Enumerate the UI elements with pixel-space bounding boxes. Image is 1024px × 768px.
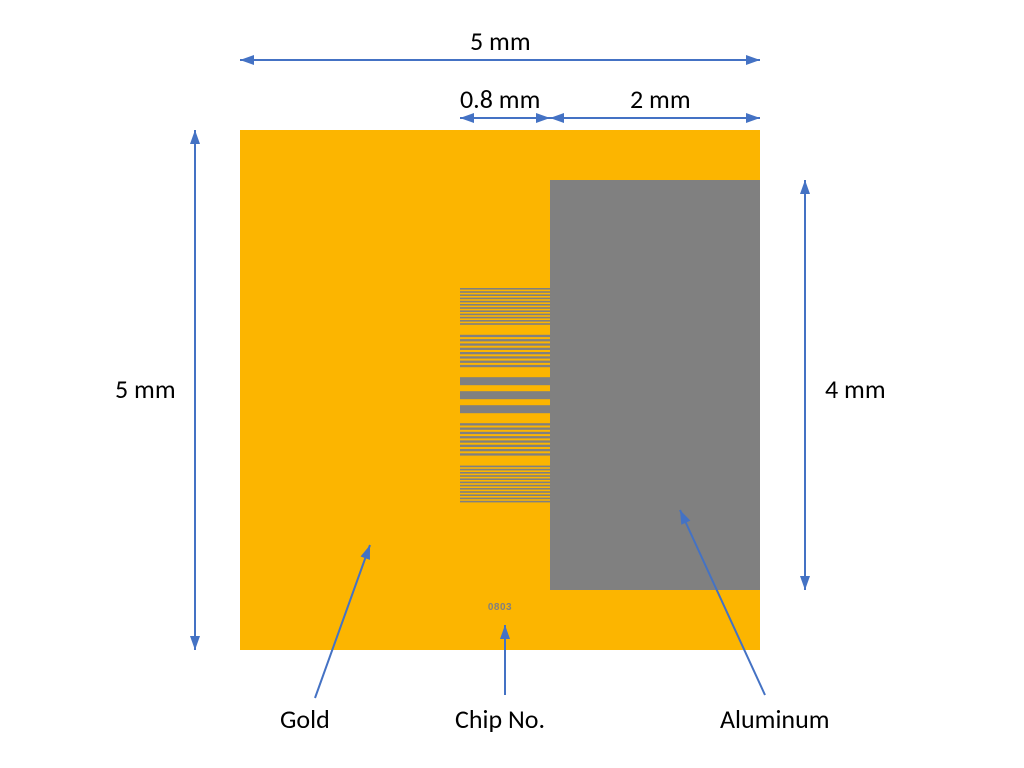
dim-width-total-label: 5 mm: [470, 25, 531, 57]
chip-serial: 0803: [488, 602, 512, 613]
finger-array: [460, 288, 550, 502]
dim-height-total: [190, 130, 200, 650]
callout-chipno-label: Chip No.: [455, 703, 545, 735]
callout-aluminum-label: Aluminum: [720, 703, 830, 735]
dim-aluminum-height-label: 4 mm: [825, 373, 886, 405]
dim-aluminum-height: [800, 180, 810, 590]
dim-height-total-label: 5 mm: [115, 373, 176, 405]
callout-gold-label: Gold: [280, 703, 330, 735]
chip-diagram: 0803 5 mm 0.8 mm 2 mm 5 mm 4 mm Gold Chip No. Al…: [0, 0, 1024, 768]
dim-finger-width-label: 0.8 mm: [460, 83, 540, 115]
dim-aluminum-width-label: 2 mm: [630, 83, 691, 115]
aluminum-panel: [550, 180, 760, 590]
callout-chipno-arrow: [500, 625, 510, 695]
